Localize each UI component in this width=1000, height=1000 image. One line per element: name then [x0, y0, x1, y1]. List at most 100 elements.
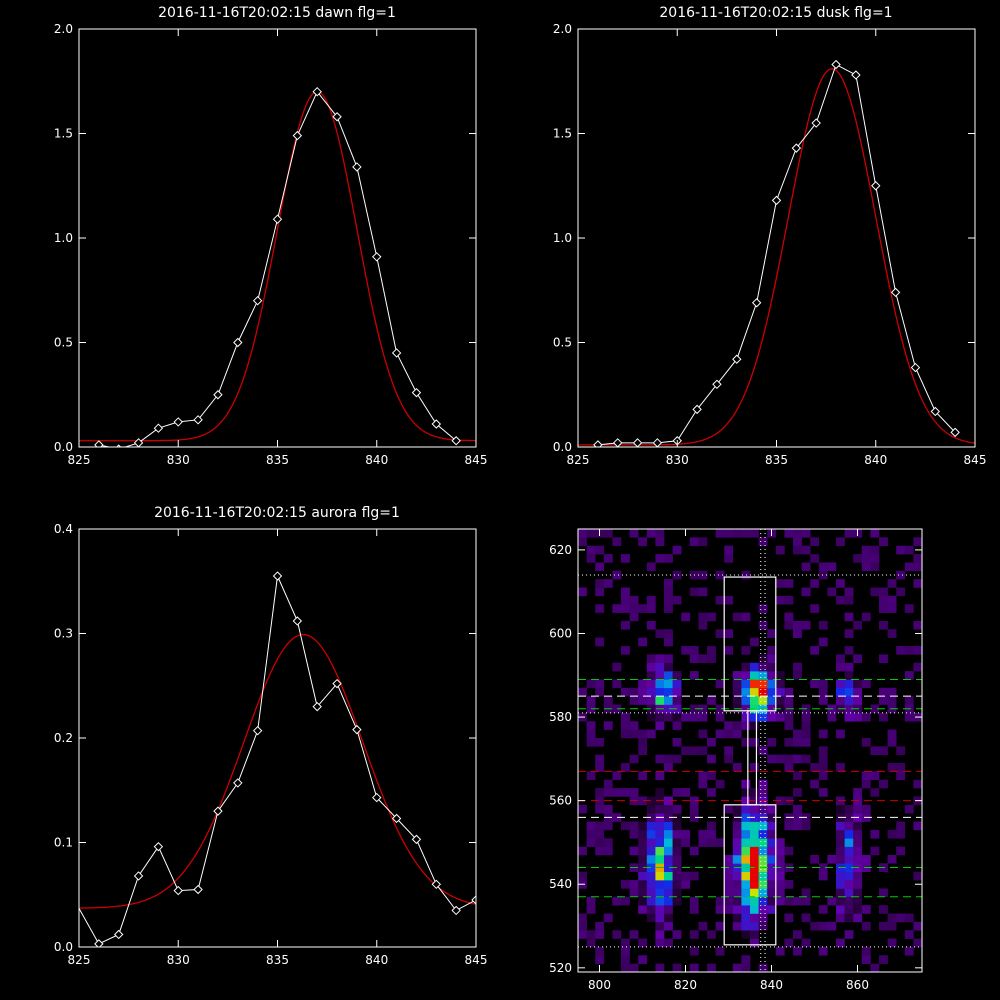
aurora-data-point	[352, 724, 362, 735]
dusk-data-point	[771, 195, 782, 206]
dawn-data-point	[213, 390, 223, 400]
aurora-data-point	[451, 905, 461, 916]
dawn-fit-curve	[79, 91, 476, 442]
dawn-ytick-label: 0.0	[54, 440, 73, 454]
panel-dawn: 2016-11-16T20:02:15 dawn flg=1 825 830 835…	[54, 5, 488, 467]
aurora-plot: 825 830 835 840 845 0.0 0.1 0.2 0.3 0.4	[54, 522, 488, 967]
dawn-data-point	[312, 86, 322, 97]
aurora-data-point	[411, 834, 422, 845]
aurora-xtick-label: 835	[266, 953, 289, 967]
aurora-data-point	[233, 778, 243, 788]
aurora-data-point	[113, 929, 124, 940]
dusk-ytick-label: 0.0	[553, 440, 572, 454]
dusk-xtick-label: 845	[964, 453, 987, 467]
aurora-data-point	[173, 885, 183, 896]
dawn-data-point	[431, 419, 442, 429]
image-xtick-label: 860	[846, 978, 869, 992]
aurora-data-point	[431, 879, 442, 890]
image-ytick-label: 580	[549, 710, 572, 724]
dusk-xtick-label: 825	[567, 453, 590, 467]
aurora-data-point	[193, 884, 203, 895]
dusk-data-point	[910, 362, 921, 373]
aurora-plot-area	[79, 571, 476, 947]
dawn-xtick-label: 835	[266, 453, 289, 467]
dawn-ytick-label: 1.5	[54, 127, 73, 141]
dusk-plot-area	[578, 59, 975, 447]
aurora-fit-curve	[79, 633, 476, 909]
image-plot: 800 820 840 860 520 540 560 580 600 620	[549, 528, 923, 992]
panel-image: 800 820 840 860 520 540 560 580 600 620	[549, 528, 923, 992]
aurora-data-point	[292, 616, 303, 626]
dawn-data-point	[292, 130, 303, 141]
aurora-data-point	[133, 871, 144, 881]
aurora-xtick-label: 830	[167, 953, 190, 967]
aurora-ytick-label: 0.2	[54, 731, 73, 745]
aurora-panel-title: 2016-11-16T20:02:15 aurora flg=1	[154, 505, 400, 521]
image-xtick-label: 820	[674, 978, 697, 992]
dawn-data-point	[411, 387, 422, 398]
dusk-ytick-label: 2.0	[553, 22, 572, 36]
aurora-xtick-label: 825	[68, 953, 91, 967]
dawn-data-point	[94, 440, 104, 447]
dusk-data-point	[712, 379, 722, 390]
dawn-data-point	[233, 337, 243, 348]
dusk-panel-title: 2016-11-16T20:02:15 dusk flg=1	[659, 5, 892, 21]
panel-aurora: 2016-11-16T20:02:15 aurora flg=1 825 830 8…	[54, 505, 488, 967]
dawn-ytick-label: 2.0	[54, 22, 73, 36]
dusk-xtick-label: 830	[666, 453, 689, 467]
image-axes-frame	[577, 528, 923, 973]
panel-dusk: 2016-11-16T20:02:15 dusk flg=1 825 830 835…	[553, 5, 987, 467]
dusk-data-point	[811, 118, 821, 128]
dawn-plot-area	[79, 86, 476, 447]
dawn-plot: 825 830 835 840 845 0.0 0.5 1.0 1.5 2.0	[54, 22, 488, 467]
dusk-xtick-label: 840	[864, 453, 887, 467]
dusk-xtick-label: 835	[765, 453, 788, 467]
dawn-ytick-label: 0.5	[54, 336, 73, 350]
dusk-data-point	[890, 287, 901, 298]
image-region-box	[747, 710, 758, 806]
aurora-data-point	[94, 939, 104, 947]
dusk-data-point	[791, 143, 802, 153]
aurora-ytick-label: 0.4	[54, 522, 73, 536]
image-ytick-label: 600	[549, 626, 572, 640]
dawn-data-point	[252, 295, 263, 306]
image-ytick-label: 620	[549, 543, 572, 557]
aurora-ytick-label: 0.0	[54, 940, 73, 954]
image-plot-area	[578, 529, 922, 972]
dawn-xtick-label: 845	[465, 453, 488, 467]
dawn-data-point	[391, 348, 402, 358]
image-ytick-label: 540	[549, 877, 572, 891]
dusk-data-point	[851, 70, 861, 80]
aurora-xtick-label: 840	[365, 953, 388, 967]
dusk-data-point	[871, 181, 881, 191]
dawn-data-point	[193, 415, 203, 425]
aurora-data-point	[252, 725, 263, 736]
aurora-data-point	[312, 701, 322, 712]
dawn-xtick-label: 840	[365, 453, 388, 467]
dusk-data-point	[593, 440, 603, 447]
dawn-data-point	[153, 423, 164, 433]
image-pixels	[578, 529, 922, 972]
dawn-data-point	[451, 436, 461, 446]
aurora-ytick-label: 0.3	[54, 627, 73, 641]
dawn-data-point	[173, 417, 183, 427]
aurora-data-point	[372, 792, 382, 803]
dusk-plot: 825 830 835 840 845 0.0 0.5 1.0 1.5 2.0	[553, 22, 987, 467]
dawn-data-point	[372, 252, 382, 262]
image-xtick-label: 800	[588, 978, 611, 992]
dawn-xtick-label: 825	[68, 453, 91, 467]
dusk-data-point	[831, 59, 841, 70]
aurora-data-point	[272, 571, 283, 581]
dusk-data-point	[751, 298, 762, 308]
image-xtick-label: 840	[760, 978, 783, 992]
image-ytick-label: 560	[549, 794, 572, 808]
dawn-ytick-label: 1.0	[54, 231, 73, 245]
aurora-data-point	[471, 895, 476, 905]
aurora-data-point	[391, 813, 402, 824]
dawn-data-point	[272, 214, 283, 224]
dusk-fit-curve	[578, 68, 975, 446]
aurora-data-point	[153, 841, 164, 852]
dusk-ytick-label: 1.5	[553, 127, 572, 141]
